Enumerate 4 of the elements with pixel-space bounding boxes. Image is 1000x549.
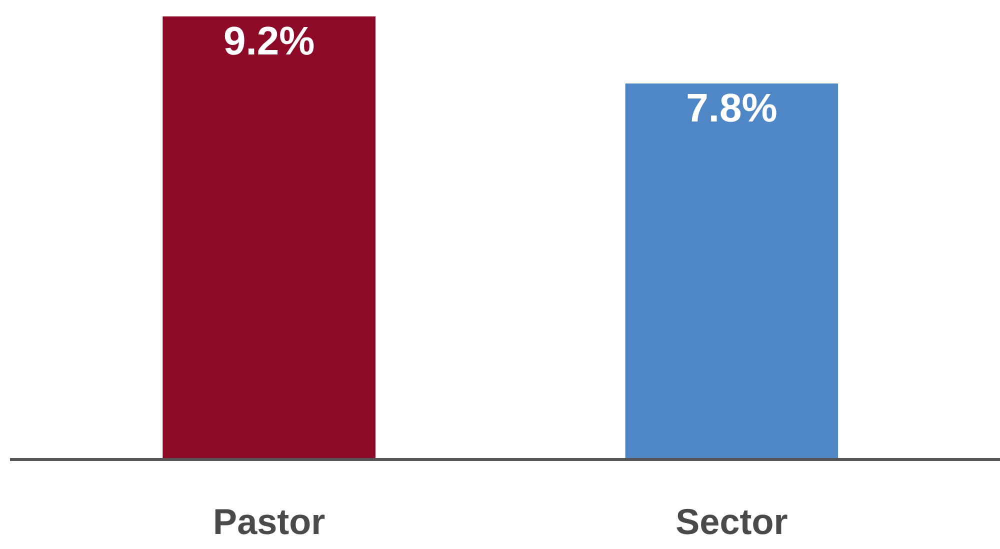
x-tick-label: Pastor [213, 501, 326, 542]
data-label: 7.8% [686, 86, 778, 131]
data-label: 9.2% [223, 19, 315, 64]
x-tick-label: Sector [676, 501, 788, 542]
